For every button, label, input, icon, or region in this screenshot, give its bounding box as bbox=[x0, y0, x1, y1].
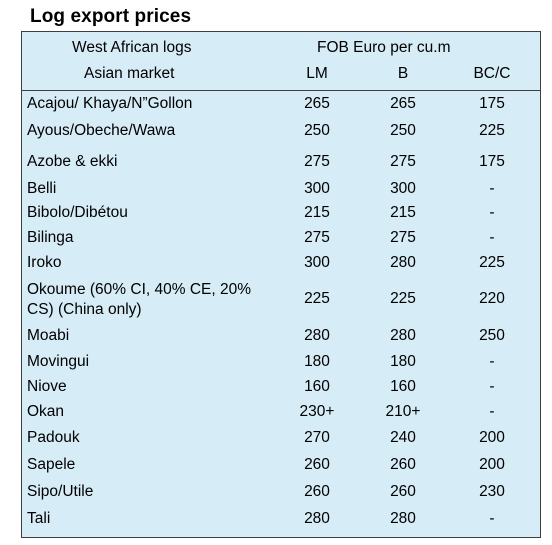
table-header: West African logs Asian market FOB Euro … bbox=[22, 32, 540, 91]
lm-price-cell: 160 bbox=[304, 378, 330, 395]
lm-price-cell: 180 bbox=[304, 353, 330, 370]
header-bcc: BC/C bbox=[473, 65, 511, 82]
bcc-price-cell: 225 bbox=[479, 122, 505, 139]
lm-price-cell: 280 bbox=[304, 510, 330, 527]
bcc-price-cell: - bbox=[489, 403, 495, 420]
lm-price-cell: 275 bbox=[304, 153, 330, 170]
b-price-cell: 260 bbox=[390, 483, 416, 500]
header-asian-market: Asian market bbox=[84, 65, 175, 82]
lm-price-cell: 225 bbox=[304, 290, 330, 307]
header-b: B bbox=[397, 65, 409, 82]
bcc-price-cell: 250 bbox=[479, 327, 505, 344]
bcc-price-cell: 200 bbox=[479, 456, 505, 473]
bcc-price-cell: - bbox=[489, 353, 495, 370]
lm-price-cell: 260 bbox=[304, 456, 330, 473]
b-price-cell: 210+ bbox=[385, 403, 421, 420]
bcc-price-cell: - bbox=[489, 180, 495, 197]
b-price-cell: 280 bbox=[390, 254, 416, 271]
species-name-cell: Bibolo/Dibétou bbox=[27, 204, 128, 221]
bcc-price-cell: 225 bbox=[479, 254, 505, 271]
lm-price-cell: 300 bbox=[304, 254, 330, 271]
b-price-cell: 225 bbox=[390, 290, 416, 307]
b-price-cell: 275 bbox=[390, 153, 416, 170]
species-name-cell: Ayous/Obeche/Wawa bbox=[27, 122, 176, 139]
species-name-cell: Padouk bbox=[27, 429, 80, 446]
lm-price-cell: 270 bbox=[304, 429, 330, 446]
lm-price-cell: 230+ bbox=[299, 403, 335, 420]
species-name-cell: Okoume (60% CI, 40% CE, 20% CS) (China o… bbox=[27, 281, 251, 318]
header-price-group: FOB Euro per cu.m bbox=[317, 39, 451, 56]
lm-price-cell: 215 bbox=[304, 204, 330, 221]
b-price-cell: 180 bbox=[390, 353, 416, 370]
species-name-cell: Tali bbox=[27, 510, 51, 527]
header-west-african-logs: West African logs bbox=[72, 39, 192, 56]
species-name-cell: Bilinga bbox=[27, 229, 74, 246]
b-price-cell: 240 bbox=[390, 429, 416, 446]
bcc-price-cell: 175 bbox=[479, 153, 505, 170]
b-price-cell: 260 bbox=[390, 456, 416, 473]
lm-price-cell: 275 bbox=[304, 229, 330, 246]
bcc-price-cell: - bbox=[489, 378, 495, 395]
species-name-cell: Sipo/Utile bbox=[27, 483, 94, 500]
bcc-price-cell: - bbox=[489, 204, 495, 221]
lm-price-cell: 260 bbox=[304, 483, 330, 500]
header-lm: LM bbox=[306, 65, 328, 82]
b-price-cell: 280 bbox=[390, 327, 416, 344]
species-name-cell: Iroko bbox=[27, 254, 62, 271]
page-title: Log export prices bbox=[30, 6, 192, 27]
b-price-cell: 160 bbox=[390, 378, 416, 395]
bcc-price-cell: 230 bbox=[479, 483, 505, 500]
species-name-cell: Okan bbox=[27, 403, 65, 420]
b-price-cell: 280 bbox=[390, 510, 416, 527]
species-name-cell: Moabi bbox=[27, 327, 70, 344]
species-name-cell: Belli bbox=[27, 180, 57, 197]
species-name-cell: Acajou/ Khaya/N”Gollon bbox=[27, 95, 193, 112]
species-name-cell: Azobe & ekki bbox=[27, 153, 118, 170]
b-price-cell: 300 bbox=[390, 180, 416, 197]
bcc-price-cell: - bbox=[489, 510, 495, 527]
b-price-cell: 215 bbox=[390, 204, 416, 221]
b-price-cell: 250 bbox=[390, 122, 416, 139]
b-price-cell: 275 bbox=[390, 229, 416, 246]
bcc-price-cell: 200 bbox=[479, 429, 505, 446]
b-price-cell: 265 bbox=[390, 95, 416, 112]
species-name-cell: Niove bbox=[27, 378, 67, 395]
bcc-price-cell: 175 bbox=[479, 95, 505, 112]
price-table: West African logs Asian market FOB Euro … bbox=[21, 31, 541, 538]
lm-price-cell: 250 bbox=[304, 122, 330, 139]
species-name-cell: Movingui bbox=[27, 353, 90, 370]
lm-price-cell: 300 bbox=[304, 180, 330, 197]
species-name-cell: Sapele bbox=[27, 456, 76, 473]
lm-price-cell: 280 bbox=[304, 327, 330, 344]
lm-price-cell: 265 bbox=[304, 95, 330, 112]
bcc-price-cell: 220 bbox=[479, 290, 505, 307]
bcc-price-cell: - bbox=[489, 229, 495, 246]
